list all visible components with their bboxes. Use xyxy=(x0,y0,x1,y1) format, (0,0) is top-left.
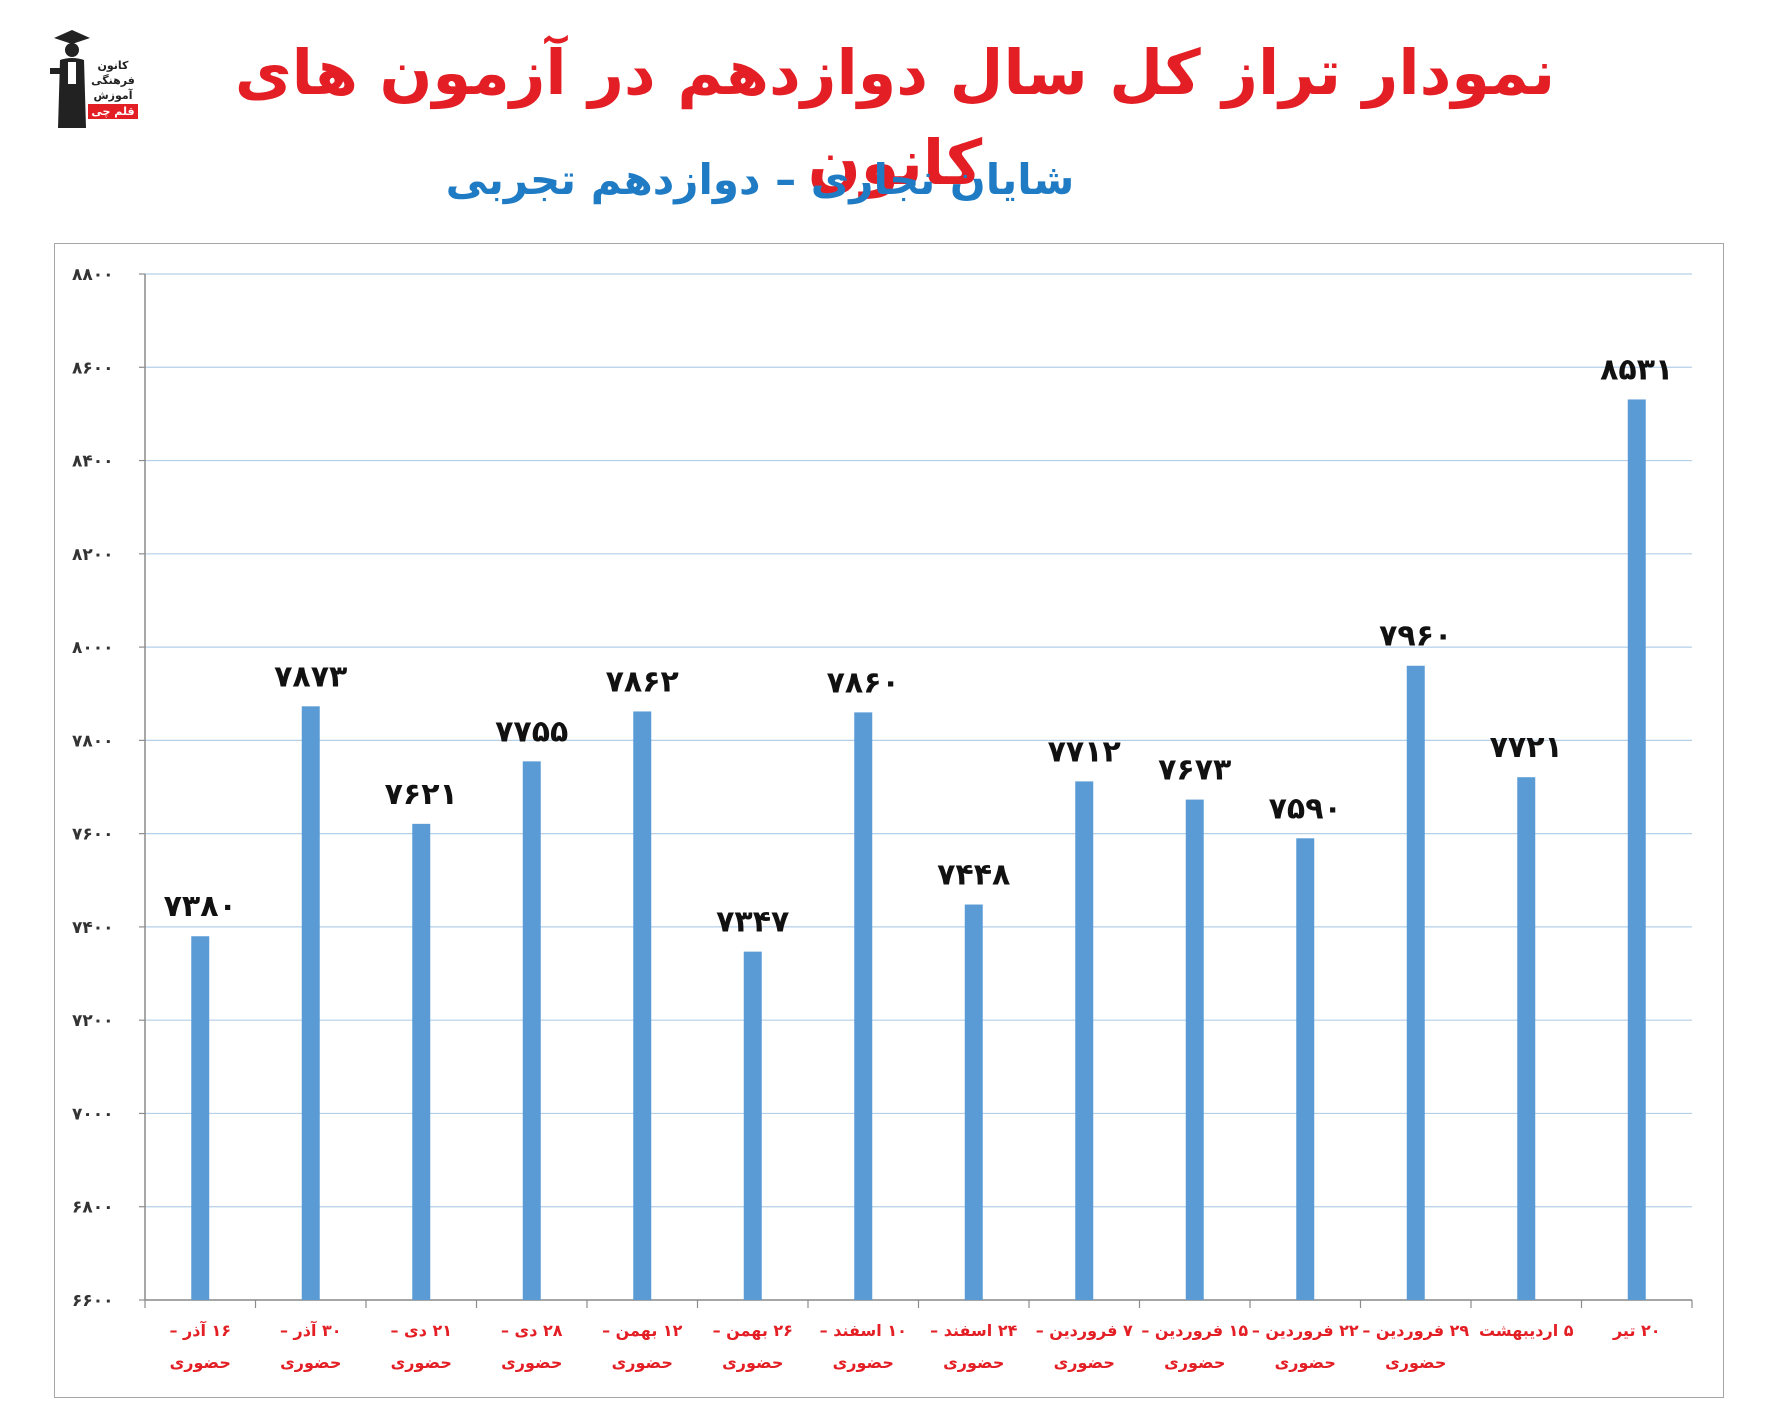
data-label: ۷۴۴۸ xyxy=(937,858,1010,893)
y-tick-label: ۸۶۰۰ xyxy=(72,358,114,378)
bar xyxy=(1075,781,1094,1300)
x-tick-label: حضوری xyxy=(1275,1353,1336,1372)
data-label: ۷۶۷۳ xyxy=(1158,753,1231,788)
y-tick-label: ۶۶۰۰ xyxy=(72,1291,114,1311)
data-label: ۷۸۶۰ xyxy=(827,665,900,700)
data-label: ۷۳۴۷ xyxy=(716,905,789,940)
x-tick-label: ۵ اردیبهشت xyxy=(1479,1321,1574,1340)
x-tick-label: حضوری xyxy=(280,1353,341,1372)
bar xyxy=(1406,665,1425,1300)
logo-line: آموزش xyxy=(93,89,133,102)
graduate-figure-icon xyxy=(50,30,90,128)
bar xyxy=(854,712,873,1300)
x-tick-label: ۲۴ اسفند – xyxy=(930,1321,1017,1340)
x-tick-label: ۱۲ بهمن – xyxy=(602,1321,683,1340)
x-tick-label: حضوری xyxy=(1164,1353,1225,1372)
bar xyxy=(522,761,541,1300)
x-tick-label: حضوری xyxy=(612,1353,673,1372)
x-tick-label: حضوری xyxy=(501,1353,562,1372)
data-label: ۷۷۲۱ xyxy=(1490,730,1563,765)
bar xyxy=(412,823,431,1300)
logo-line: قلم چی xyxy=(88,104,138,119)
data-label: ۷۹۶۰ xyxy=(1379,619,1452,654)
data-label: ۷۵۹۰ xyxy=(1269,791,1342,826)
bar xyxy=(1517,777,1536,1300)
x-tick-label: ۲۸ دی – xyxy=(501,1321,563,1340)
bar xyxy=(1627,399,1646,1301)
x-tick-label: ۱۵ فروردین – xyxy=(1141,1321,1248,1340)
y-tick-label: ۷۸۰۰ xyxy=(72,731,114,751)
data-label: ۷۶۲۱ xyxy=(385,777,458,812)
x-tick-label: ۲۹ فروردین – xyxy=(1362,1321,1469,1340)
x-tick-label: ۱۶ آذر – xyxy=(169,1320,231,1340)
x-tick-label: ۲۶ بهمن – xyxy=(713,1321,793,1340)
y-tick-label: ۷۰۰۰ xyxy=(72,1104,114,1124)
data-label: ۸۵۳۱ xyxy=(1600,352,1673,387)
data-label: ۷۳۸۰ xyxy=(164,889,237,924)
data-label: ۷۷۱۲ xyxy=(1048,734,1121,769)
y-tick-label: ۷۴۰۰ xyxy=(72,918,114,938)
chart-frame xyxy=(54,243,1724,1398)
bar xyxy=(964,904,983,1300)
x-tick-label: حضوری xyxy=(1385,1353,1446,1372)
bar xyxy=(301,706,320,1300)
y-tick-label: ۶۸۰۰ xyxy=(72,1198,114,1218)
y-tick-label: ۸۸۰۰ xyxy=(72,265,114,285)
logo-line: فرهنگی xyxy=(91,74,135,87)
x-tick-label: حضوری xyxy=(391,1353,452,1372)
x-tick-label: ۷ فروردین – xyxy=(1036,1321,1133,1340)
x-tick-label: ۲۲ فروردین – xyxy=(1252,1321,1359,1340)
y-tick-label: ۷۲۰۰ xyxy=(72,1011,114,1031)
data-label: ۷۸۷۳ xyxy=(274,659,347,694)
logo-line: کانون xyxy=(97,59,129,72)
bar xyxy=(743,951,762,1300)
y-tick-label: ۸۰۰۰ xyxy=(72,638,114,658)
x-tick-label: حضوری xyxy=(170,1353,231,1372)
bar xyxy=(191,936,210,1300)
x-tick-label: ۳۰ آذر – xyxy=(280,1320,342,1340)
y-tick-label: ۷۶۰۰ xyxy=(72,825,114,845)
chart-subtitle: شایان نجاری – دوازدهم تجربی xyxy=(445,155,1075,204)
x-tick-label: حضوری xyxy=(833,1353,894,1372)
data-label: ۷۷۵۵ xyxy=(495,714,568,749)
bar xyxy=(1296,838,1315,1300)
logo-text: کانون فرهنگی آموزش قلم چی xyxy=(88,58,138,119)
x-tick-label: ۲۱ دی – xyxy=(390,1321,452,1340)
x-tick-label: ۲۰ تیر xyxy=(1612,1321,1661,1340)
y-tick-label: ۸۴۰۰ xyxy=(72,452,114,472)
chart-title: نمودار تراز کل سال دوازدهم در آزمون های … xyxy=(234,36,1556,199)
x-tick-label: حضوری xyxy=(722,1353,783,1372)
y-tick-label: ۸۲۰۰ xyxy=(72,545,114,565)
bar xyxy=(1185,799,1204,1300)
x-tick-label: ۱۰ اسفند – xyxy=(820,1321,907,1340)
x-tick-label: حضوری xyxy=(943,1353,1004,1372)
bar xyxy=(633,711,652,1300)
x-tick-label: حضوری xyxy=(1054,1353,1115,1372)
data-label: ۷۸۶۲ xyxy=(606,664,679,699)
kanoon-logo: کانون فرهنگی آموزش قلم چی xyxy=(40,18,140,130)
